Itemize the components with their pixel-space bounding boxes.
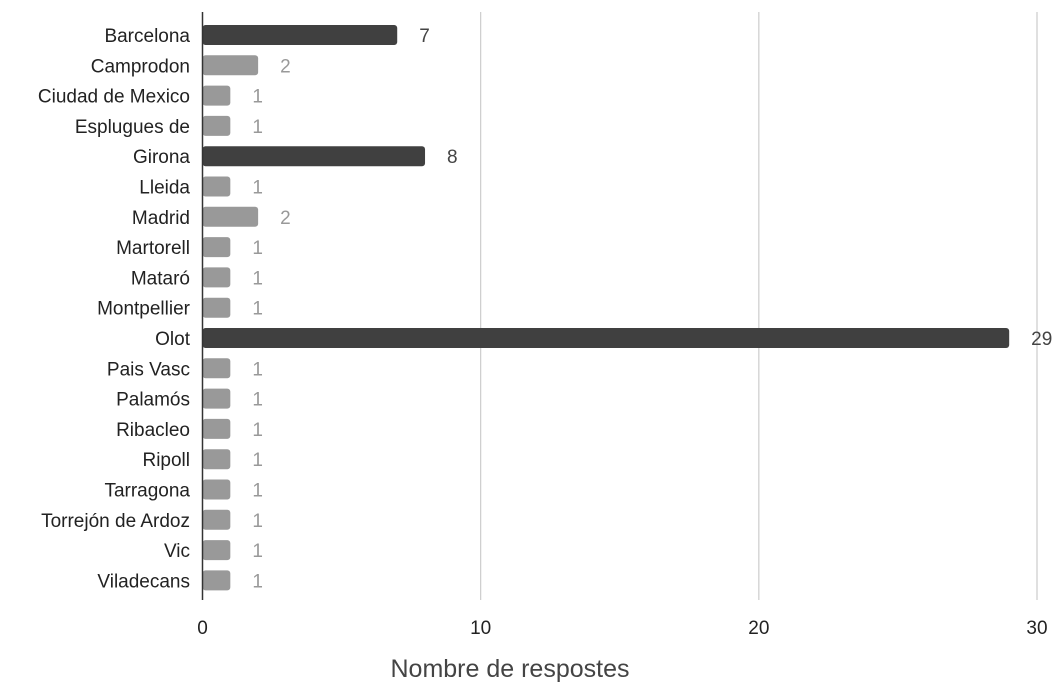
bar-value-label: 1 <box>252 390 263 411</box>
category-labels: Barcelona Camprodon Ciudad de Mexico Esplug… <box>38 26 191 592</box>
category-label: Camprodon <box>91 56 190 77</box>
x-tick-label: 10 <box>470 618 491 639</box>
bar-barcelona <box>202 25 398 45</box>
x-tick-label: 20 <box>748 618 769 639</box>
category-label: Mataró <box>131 268 190 289</box>
bar-value-label: 1 <box>252 238 263 259</box>
bar-value-label: 1 <box>252 571 263 592</box>
bar-value-label: 1 <box>252 268 263 289</box>
bar-viladecans <box>202 570 231 591</box>
category-label: Barcelona <box>104 26 190 47</box>
category-label: Girona <box>133 147 190 168</box>
category-label: Ribacleo <box>116 420 190 441</box>
bar-palam-s <box>202 388 231 409</box>
category-label: Ripoll <box>142 450 190 471</box>
bar-value-label: 1 <box>252 481 263 502</box>
category-label: Olot <box>155 329 191 350</box>
bar-value-label: 7 <box>419 26 430 47</box>
bar-value-label: 1 <box>252 359 263 380</box>
category-label: Madrid <box>132 208 190 229</box>
x-axis-title: Nombre de respostes <box>390 655 629 683</box>
bar-girona <box>202 146 426 167</box>
category-label: Ciudad de Mexico <box>38 87 190 108</box>
bar-vic <box>202 540 231 561</box>
category-label: Esplugues de <box>75 117 190 138</box>
bar-camprodon <box>202 55 259 76</box>
category-label: Vic <box>164 541 190 562</box>
bar-value-label: 8 <box>447 147 458 168</box>
bar-value-label: 1 <box>252 511 263 532</box>
bar-lleida <box>202 176 231 197</box>
category-label: Palamós <box>116 390 190 411</box>
bar-value-label: 2 <box>280 56 291 77</box>
bar-value-label: 29 <box>1031 329 1052 350</box>
bar-esplugues-de <box>202 115 231 136</box>
bar-value-label: 1 <box>252 117 263 138</box>
x-tick-label: 0 <box>197 618 208 639</box>
bar-matar- <box>202 267 231 288</box>
bar-ciudad-de-mexico <box>202 85 231 106</box>
bar-ripoll <box>202 449 231 470</box>
x-tick-labels: 0 10 20 30 <box>197 618 1047 639</box>
category-label: Montpellier <box>97 299 191 320</box>
bar-value-label: 1 <box>252 87 263 108</box>
bar-martorell <box>202 237 231 258</box>
bar-tarragona <box>202 479 231 500</box>
bar-torrej-n-de-ardoz <box>202 509 231 530</box>
bar-value-label: 1 <box>252 541 263 562</box>
category-label: Lleida <box>139 178 190 199</box>
category-label: Martorell <box>116 238 190 259</box>
bar-ribacleo <box>202 418 231 439</box>
bar-madrid <box>202 206 259 227</box>
bar-pais-vasc <box>202 358 231 379</box>
bar-value-label: 1 <box>252 299 263 320</box>
category-label: Pais Vasc <box>107 359 190 380</box>
x-tick-label: 30 <box>1026 618 1047 639</box>
bars <box>202 25 1010 591</box>
category-label: Tarragona <box>104 481 190 502</box>
bar-montpellier <box>202 297 231 318</box>
category-label: Viladecans <box>97 571 190 592</box>
bar-olot <box>202 328 1010 348</box>
bar-value-label: 1 <box>252 420 263 441</box>
bar-value-label: 1 <box>252 450 263 471</box>
bar-value-label: 1 <box>252 178 263 199</box>
bar-value-label: 2 <box>280 208 291 229</box>
category-label: Torrejón de Ardoz <box>41 511 190 532</box>
gridlines <box>480 12 1038 600</box>
